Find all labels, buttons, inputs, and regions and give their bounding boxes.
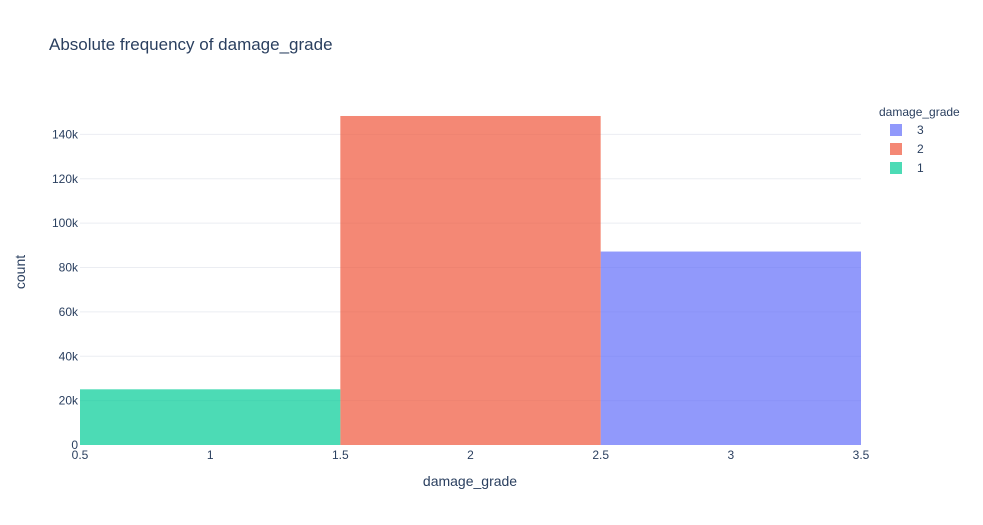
x-tick-label: 0.5 <box>72 448 89 462</box>
y-tick-label: 0 <box>71 438 78 452</box>
legend-label-3: 3 <box>917 123 924 137</box>
x-axis-ticks: 0.5 1 1.5 2 2.5 3 3.5 <box>72 448 870 462</box>
y-axis-title: count <box>12 255 28 289</box>
y-tick-label: 100k <box>52 216 79 230</box>
x-tick-label: 3 <box>727 448 734 462</box>
x-tick-label: 1 <box>207 448 214 462</box>
y-axis-ticks: 0 20k 40k 60k 80k 100k 120k 140k <box>52 127 79 452</box>
chart-title: Absolute frequency of damage_grade <box>49 35 333 54</box>
x-tick-label: 3.5 <box>853 448 870 462</box>
legend: damage_grade 3 2 1 <box>879 105 960 175</box>
x-axis-title: damage_grade <box>423 473 517 489</box>
y-tick-label: 80k <box>59 261 79 275</box>
bars <box>80 115 861 446</box>
legend-title: damage_grade <box>879 105 960 119</box>
x-tick-label: 1.5 <box>332 448 349 462</box>
bar-grade-3 <box>600 251 861 445</box>
legend-swatch-2 <box>890 143 902 155</box>
y-tick-label: 140k <box>52 127 79 141</box>
y-tick-label: 60k <box>59 305 79 319</box>
y-tick-label: 40k <box>59 349 79 363</box>
bar-grade-2 <box>340 115 601 446</box>
x-tick-label: 2.5 <box>592 448 609 462</box>
legend-swatch-1 <box>890 162 902 174</box>
y-tick-label: 120k <box>52 172 79 186</box>
bar-grade-1 <box>80 389 341 445</box>
legend-swatch-3 <box>890 124 902 136</box>
y-tick-label: 20k <box>59 394 79 408</box>
legend-label-2: 2 <box>917 142 924 156</box>
legend-label-1: 1 <box>917 161 924 175</box>
x-tick-label: 2 <box>467 448 474 462</box>
